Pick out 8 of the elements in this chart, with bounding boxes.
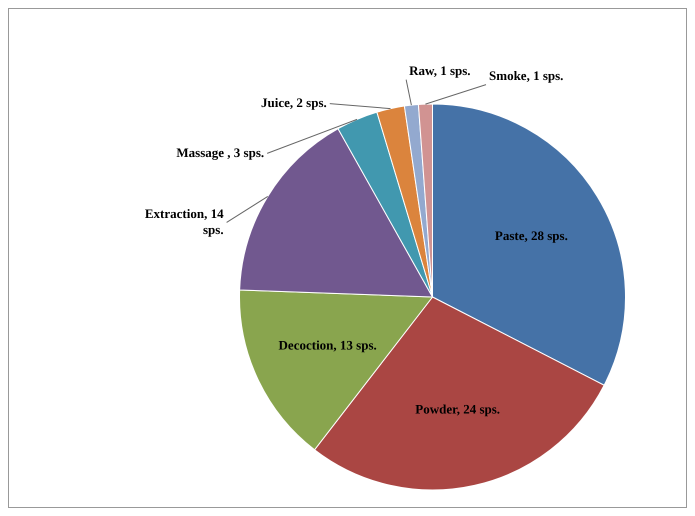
slice-label: Powder, 24 sps. (415, 401, 500, 416)
slice-label: Raw, 1 sps. (409, 62, 471, 78)
slice-label: Extraction, 14 sps. (144, 206, 224, 237)
slice-label: Paste, 28 sps. (494, 228, 568, 244)
slice-label: Smoke, 1 sps. (489, 68, 564, 83)
slice-label: Massage , 3 sps. (176, 144, 264, 160)
slice-label: Decoction, 13 sps. (278, 338, 377, 353)
slice-label: Juice, 2 sps. (261, 94, 327, 110)
